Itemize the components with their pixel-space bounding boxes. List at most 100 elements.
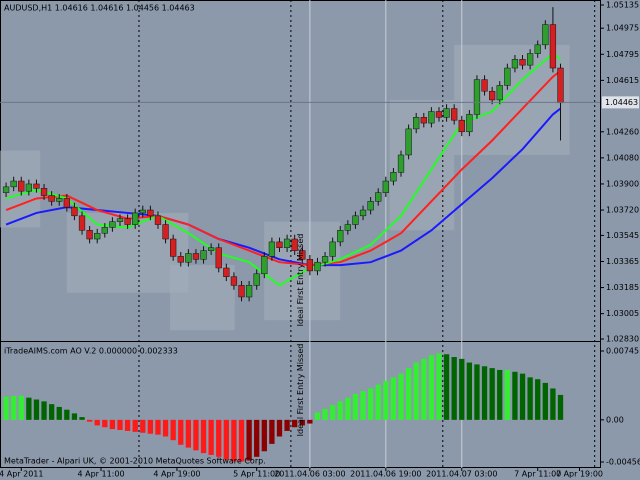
candle-body [344, 224, 351, 231]
candle-body [276, 241, 283, 248]
annotation: Ideal First Entry Missed [296, 344, 305, 437]
ao-bar [398, 373, 404, 420]
x-tick-label: 5 Apr 11:00 [233, 470, 280, 479]
candle-body [458, 119, 465, 133]
ao-bar [542, 382, 548, 420]
ao-bar [443, 354, 450, 420]
candle-body [367, 201, 374, 211]
candle-body [18, 180, 25, 192]
candle-body [208, 247, 215, 251]
candle-body [375, 192, 382, 202]
ao-bar [94, 419, 100, 426]
ao-bar [436, 353, 442, 420]
ao-bar [390, 377, 397, 420]
ao-bar [11, 395, 17, 420]
candle-body [519, 59, 526, 66]
ao-bar [33, 399, 40, 420]
candle-body [139, 209, 146, 214]
candle-body [489, 90, 496, 101]
ao-bar [216, 419, 222, 457]
candle-body [170, 238, 177, 257]
ao-bar [474, 364, 480, 420]
ao-bar [292, 419, 298, 428]
candle-body [215, 247, 222, 269]
candle-body [109, 221, 116, 228]
ao-bar [497, 369, 503, 420]
candle-body [390, 172, 397, 182]
ao-bar [527, 377, 533, 420]
candle-body [321, 256, 329, 263]
candle-body [337, 230, 344, 243]
y-tick-label: 1.04260 [606, 127, 639, 136]
ao-bar [132, 419, 138, 432]
ao-bar [466, 362, 473, 420]
ao-bar [193, 419, 199, 451]
ao-bar [451, 357, 457, 420]
candle-body [116, 218, 124, 222]
candle-body [185, 253, 192, 263]
candle-body [223, 267, 230, 277]
footer: MetaTrader - Alpari UK, © 2001-2010 Meta… [4, 457, 266, 466]
candle-body [549, 24, 557, 69]
ao-bar [254, 419, 260, 457]
ao-bar [314, 412, 321, 420]
x-tick-label: 4 Apr 11:00 [77, 470, 124, 479]
moving-average [5, 70, 562, 267]
y-tick-label: 1.03720 [606, 206, 639, 215]
ao-bar [504, 369, 510, 420]
candle-body [63, 198, 70, 208]
candle-body [299, 250, 306, 260]
candle-body [329, 241, 336, 257]
candle-body [86, 230, 93, 240]
ao-bar [48, 404, 55, 420]
candle-body [511, 59, 519, 69]
y-tick-label: 1.03900 [606, 179, 639, 188]
last-price-box [602, 96, 639, 109]
ao-bar [375, 384, 381, 420]
ao-bar [238, 419, 245, 462]
y-tick-label: 1.02830 [606, 335, 639, 344]
ao-bar [26, 397, 32, 420]
ao-bar [231, 419, 237, 462]
ao-bar [284, 419, 290, 431]
candle-body [466, 114, 473, 133]
annotation: Ideal First Entry Missed [296, 234, 305, 327]
ao-bar [102, 419, 108, 428]
ao-bar [41, 401, 47, 420]
candle-body [245, 285, 253, 298]
candle-body [40, 188, 48, 196]
ao-bar [405, 368, 412, 420]
candle-body [253, 273, 260, 286]
ao-bar [421, 358, 427, 420]
ao-bar [322, 408, 328, 420]
candle-body [154, 215, 162, 225]
plot-frame [0, 0, 601, 468]
ao-bar [345, 397, 351, 420]
candle-body [526, 53, 534, 66]
x-tick-label: 2011.04.06 19:00 [350, 470, 421, 479]
y-tick-label: -0.00456 [606, 458, 640, 467]
candle-body [200, 250, 207, 260]
y-tick-label: 0.00745 [606, 347, 639, 356]
ao-bar [519, 373, 526, 420]
ao-bar [383, 381, 389, 420]
candle-body [451, 108, 458, 121]
candle-body [504, 67, 511, 86]
candle-body [397, 154, 405, 173]
ao-bar [246, 419, 252, 461]
candle-body [261, 256, 268, 275]
ao-bar [330, 405, 336, 420]
moving-average [5, 52, 562, 287]
ao-bar [367, 388, 374, 420]
candle-body [10, 180, 17, 188]
ao-bar [155, 419, 161, 435]
candle-body [192, 253, 200, 260]
candle-body [314, 261, 321, 272]
ao-bar [18, 395, 24, 420]
candle-body [132, 212, 139, 225]
ao-bar [162, 419, 169, 437]
ao-bar [299, 419, 305, 426]
ao-bar [117, 419, 123, 431]
last-price-label: 1.04463 [605, 98, 638, 107]
indicator-title: iTradeAIMS.com AO V.2 0.000000 0.002333 [4, 347, 178, 356]
